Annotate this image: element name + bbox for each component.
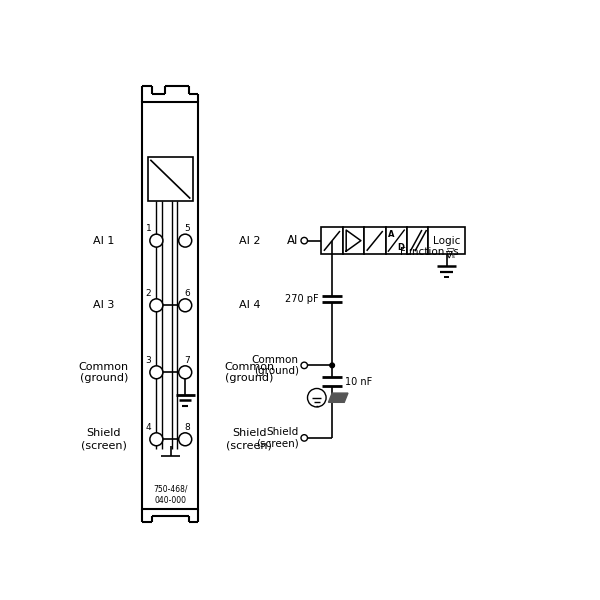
Circle shape (179, 366, 192, 379)
Text: Logic: Logic (433, 236, 460, 245)
Bar (142, 102, 198, 509)
Circle shape (330, 363, 334, 368)
Text: Shield
(screen): Shield (screen) (256, 427, 299, 449)
Polygon shape (328, 393, 348, 403)
Text: AI 3: AI 3 (93, 301, 115, 310)
Text: Shield
(screen): Shield (screen) (226, 428, 272, 450)
Text: 6: 6 (185, 289, 190, 298)
Bar (364, 227, 386, 254)
Bar (322, 227, 343, 254)
Circle shape (179, 299, 192, 312)
Text: 1: 1 (146, 224, 151, 233)
Text: Common
(ground): Common (ground) (224, 361, 274, 383)
Bar (428, 227, 464, 254)
Text: Shield
(screen): Shield (screen) (81, 428, 127, 450)
Text: 10 nF: 10 nF (345, 377, 373, 386)
Text: AI 2: AI 2 (239, 236, 260, 245)
Circle shape (308, 388, 326, 407)
Text: 750-468/
040-000: 750-468/ 040-000 (153, 485, 188, 505)
Bar (386, 227, 407, 254)
Circle shape (301, 434, 308, 441)
Circle shape (301, 362, 308, 368)
Circle shape (150, 299, 163, 312)
Text: 2: 2 (146, 289, 151, 298)
Text: ▽s: ▽s (448, 247, 460, 257)
Bar (148, 157, 193, 202)
Text: D: D (397, 242, 404, 251)
Circle shape (301, 238, 308, 244)
Text: 7: 7 (185, 356, 190, 365)
Text: 270 pF: 270 pF (284, 293, 318, 304)
Circle shape (179, 433, 192, 446)
Text: Function: Function (400, 247, 444, 257)
Text: 8: 8 (185, 423, 190, 432)
Circle shape (150, 433, 163, 446)
Text: 4: 4 (146, 423, 151, 432)
Circle shape (179, 234, 192, 247)
Text: A: A (388, 230, 395, 239)
Bar (343, 227, 364, 254)
Text: AI: AI (287, 234, 299, 247)
Text: ∇ₛ: ∇ₛ (445, 250, 455, 260)
Text: Common
(ground): Common (ground) (79, 361, 129, 383)
Text: AI 4: AI 4 (239, 301, 260, 310)
Bar (407, 227, 428, 254)
Text: AI 1: AI 1 (93, 236, 115, 245)
Text: 5: 5 (185, 224, 190, 233)
Text: 3: 3 (146, 356, 151, 365)
Circle shape (150, 366, 163, 379)
Circle shape (150, 234, 163, 247)
Text: Common
(ground): Common (ground) (251, 355, 299, 376)
